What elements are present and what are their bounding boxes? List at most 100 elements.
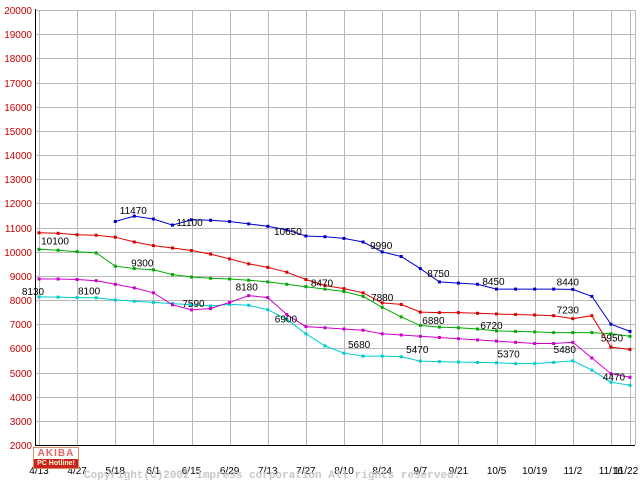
data-point-cyan	[304, 332, 308, 336]
data-point-blue	[552, 287, 556, 291]
data-point-cyan	[571, 359, 575, 363]
data-point-red	[190, 249, 193, 252]
data-point-green	[228, 277, 232, 281]
x-axis-tick-label: 4/13	[29, 466, 49, 477]
series-line-magenta	[39, 278, 631, 378]
point-label: 5480	[554, 345, 577, 356]
data-point-magenta	[266, 296, 270, 300]
point-label: 8750	[427, 269, 450, 280]
data-point-blue	[456, 281, 460, 285]
data-point-magenta	[94, 279, 98, 283]
data-point-blue	[495, 287, 498, 291]
footer-overlay: AKIBA PC Hotline! Copyright(C)2002 impre…	[0, 445, 640, 480]
y-axis-tick-label: 8000	[10, 296, 33, 307]
point-label: 6880	[422, 316, 445, 327]
y-axis-tick-label: 16000	[4, 103, 32, 114]
point-label: 7590	[182, 299, 205, 310]
data-point-cyan	[37, 295, 41, 299]
data-point-blue	[533, 287, 537, 291]
data-point-magenta	[342, 327, 346, 331]
y-axis-tick-label: 11000	[5, 224, 33, 235]
data-point-green	[285, 282, 289, 286]
logo-text-akiba: AKIBA	[37, 448, 75, 459]
data-point-red	[247, 262, 251, 266]
y-axis-tick-label: 6000	[10, 344, 33, 355]
data-point-green	[209, 276, 213, 280]
data-point-magenta	[514, 340, 518, 344]
data-point-magenta	[171, 303, 174, 307]
data-point-magenta	[456, 337, 460, 341]
data-point-green	[476, 327, 479, 331]
y-axis-tick-label: 9000	[10, 272, 33, 283]
data-point-green	[323, 287, 327, 291]
x-axis-tick-label: 8/10	[334, 466, 354, 477]
data-point-cyan	[94, 296, 98, 300]
data-point-blue	[437, 280, 441, 284]
data-point-cyan	[75, 296, 79, 300]
point-label: 5950	[601, 334, 624, 345]
point-label: 8440	[557, 277, 580, 288]
x-axis-tick-label: 11/22	[614, 466, 639, 477]
data-point-green	[113, 264, 117, 268]
data-point-red	[228, 257, 232, 261]
data-point-red	[266, 265, 270, 269]
data-point-blue	[571, 287, 575, 291]
data-point-red	[37, 231, 41, 235]
y-axis-tick-label: 17000	[4, 79, 32, 90]
data-point-green	[304, 285, 308, 289]
data-point-magenta	[228, 300, 232, 304]
data-point-blue	[514, 287, 518, 291]
data-point-red	[94, 233, 98, 237]
data-point-red	[380, 301, 384, 305]
data-point-magenta	[552, 342, 556, 345]
data-point-blue	[113, 220, 117, 223]
data-point-red	[495, 312, 498, 316]
y-axis-tick-label: 10000	[4, 248, 32, 259]
data-point-green	[628, 334, 632, 338]
data-point-magenta	[533, 342, 537, 345]
data-point-red	[552, 314, 556, 318]
data-point-green	[495, 329, 498, 333]
point-label: 5370	[497, 350, 520, 361]
data-point-magenta	[323, 326, 327, 330]
data-point-green	[342, 290, 346, 293]
data-point-red	[361, 291, 365, 295]
y-axis-tick-label: 12000	[4, 199, 32, 210]
data-point-magenta	[247, 294, 251, 298]
point-label: 10100	[41, 236, 69, 247]
data-point-red	[151, 244, 155, 248]
data-point-green	[399, 315, 403, 319]
data-point-magenta	[285, 313, 289, 316]
data-point-red	[113, 235, 117, 239]
data-point-red	[609, 345, 613, 349]
data-point-magenta	[437, 336, 441, 339]
data-point-cyan	[590, 368, 594, 372]
data-point-green	[418, 323, 422, 327]
data-point-blue	[171, 223, 174, 227]
data-point-green	[552, 331, 556, 335]
data-point-green	[361, 294, 365, 298]
series-line-blue	[115, 215, 631, 332]
data-point-magenta	[56, 277, 60, 281]
x-axis-tick-label: 10/5	[487, 466, 507, 477]
data-point-red	[437, 311, 441, 315]
copyright-line-1: Copyright(C)2002 impress corporation All…	[84, 470, 461, 480]
data-point-red	[456, 311, 460, 315]
x-axis-tick-label: 7/13	[258, 466, 278, 477]
data-point-blue	[266, 224, 270, 228]
data-point-magenta	[209, 307, 213, 310]
point-label: 5470	[406, 345, 429, 356]
data-point-cyan	[228, 302, 232, 306]
data-point-blue	[628, 329, 632, 333]
logo-text-pc-hotline: PC Hotline!	[34, 459, 78, 468]
data-point-red	[75, 233, 79, 237]
x-axis-tick-label: 11/16	[599, 466, 624, 477]
data-point-green	[533, 330, 537, 334]
x-axis-tick-label: 6/29	[220, 466, 240, 477]
data-point-cyan	[437, 360, 441, 364]
point-label: 9300	[131, 259, 154, 270]
data-point-blue	[228, 220, 232, 223]
y-axis-tick-label: 14000	[4, 151, 32, 162]
data-point-blue	[590, 294, 594, 298]
x-axis-tick-label: 10/19	[522, 466, 547, 477]
